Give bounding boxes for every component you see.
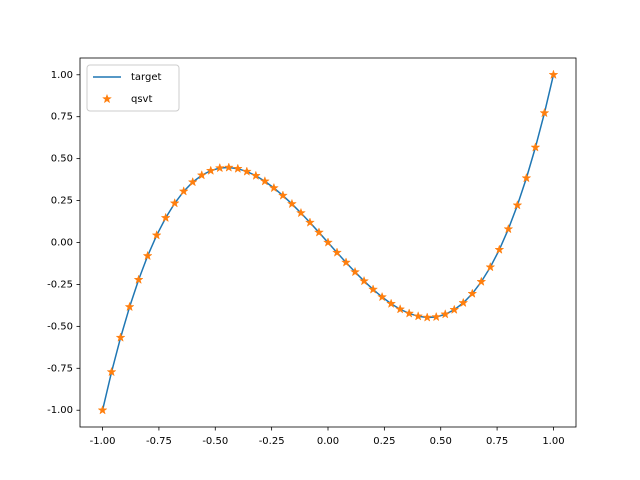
star-marker (106, 366, 117, 377)
star-marker (304, 217, 315, 227)
star-marker (214, 162, 225, 173)
star-marker (458, 297, 469, 308)
legend-label: target (131, 72, 161, 83)
star-marker (404, 308, 415, 318)
y-tick-label: -0.50 (47, 321, 73, 332)
legend-label: qsvt (131, 94, 152, 105)
x-tick-label: -0.50 (202, 436, 228, 447)
star-marker (503, 223, 514, 234)
star-marker (178, 186, 189, 196)
star-marker (422, 312, 433, 322)
star-marker (205, 165, 216, 175)
star-marker (359, 275, 370, 286)
star-marker (124, 301, 135, 312)
x-tick-label: 0.00 (317, 436, 339, 447)
star-marker (196, 169, 207, 180)
star-marker (322, 237, 334, 247)
star-marker (142, 250, 153, 261)
star-marker (115, 332, 126, 342)
y-tick-label: 1.00 (51, 70, 73, 81)
y-tick-label: 0.25 (51, 196, 73, 207)
x-tick-label: -0.25 (259, 436, 285, 447)
star-marker (268, 182, 279, 193)
y-tick-label: -0.25 (47, 279, 73, 290)
star-marker (241, 166, 252, 176)
star-marker (341, 257, 352, 267)
legend-swatch (101, 93, 113, 104)
star-marker (160, 212, 171, 223)
y-tick-label: 0.50 (51, 154, 73, 165)
y-tick-label: 0.75 (51, 112, 73, 123)
star-marker (277, 190, 288, 200)
star-marker (512, 199, 523, 210)
y-tick-label: 0.00 (51, 238, 73, 249)
star-marker (521, 172, 532, 183)
star-marker (151, 230, 162, 240)
star-marker (494, 244, 505, 254)
x-tick-label: 0.75 (486, 436, 508, 447)
star-marker (295, 207, 306, 218)
x-tick-label: 1.00 (542, 436, 564, 447)
star-marker (548, 69, 559, 80)
star-marker (133, 274, 144, 284)
star-marker (350, 266, 361, 277)
plot-frame (79, 57, 577, 428)
star-marker (377, 291, 388, 302)
star-marker (530, 142, 541, 152)
y-tick-label: -0.75 (47, 363, 73, 374)
star-marker (485, 261, 496, 272)
star-marker (368, 284, 379, 294)
star-marker (169, 197, 180, 208)
star-marker (431, 311, 442, 322)
legend: target qsvt (86, 64, 180, 112)
y-tick-label: -1.00 (47, 405, 73, 416)
star-marker (440, 309, 451, 319)
star-marker (232, 163, 243, 173)
star-marker (539, 107, 550, 118)
star-marker (223, 162, 234, 172)
star-marker (259, 176, 270, 186)
x-tick-label: 0.25 (373, 436, 395, 447)
star-marker (187, 176, 198, 187)
x-tick-label: -0.75 (146, 436, 172, 447)
star-marker (97, 404, 108, 415)
star-marker (413, 311, 424, 321)
x-tick-label: 0.50 (430, 436, 452, 447)
x-tick-label: -1.00 (90, 436, 116, 447)
star-marker (286, 198, 297, 209)
star-marker (476, 276, 487, 287)
star-marker (250, 170, 261, 181)
star-marker (313, 227, 324, 237)
star-marker (386, 298, 397, 308)
star-marker (395, 303, 406, 314)
star-marker (332, 247, 343, 257)
star-marker (449, 304, 460, 315)
star-marker (467, 288, 478, 298)
